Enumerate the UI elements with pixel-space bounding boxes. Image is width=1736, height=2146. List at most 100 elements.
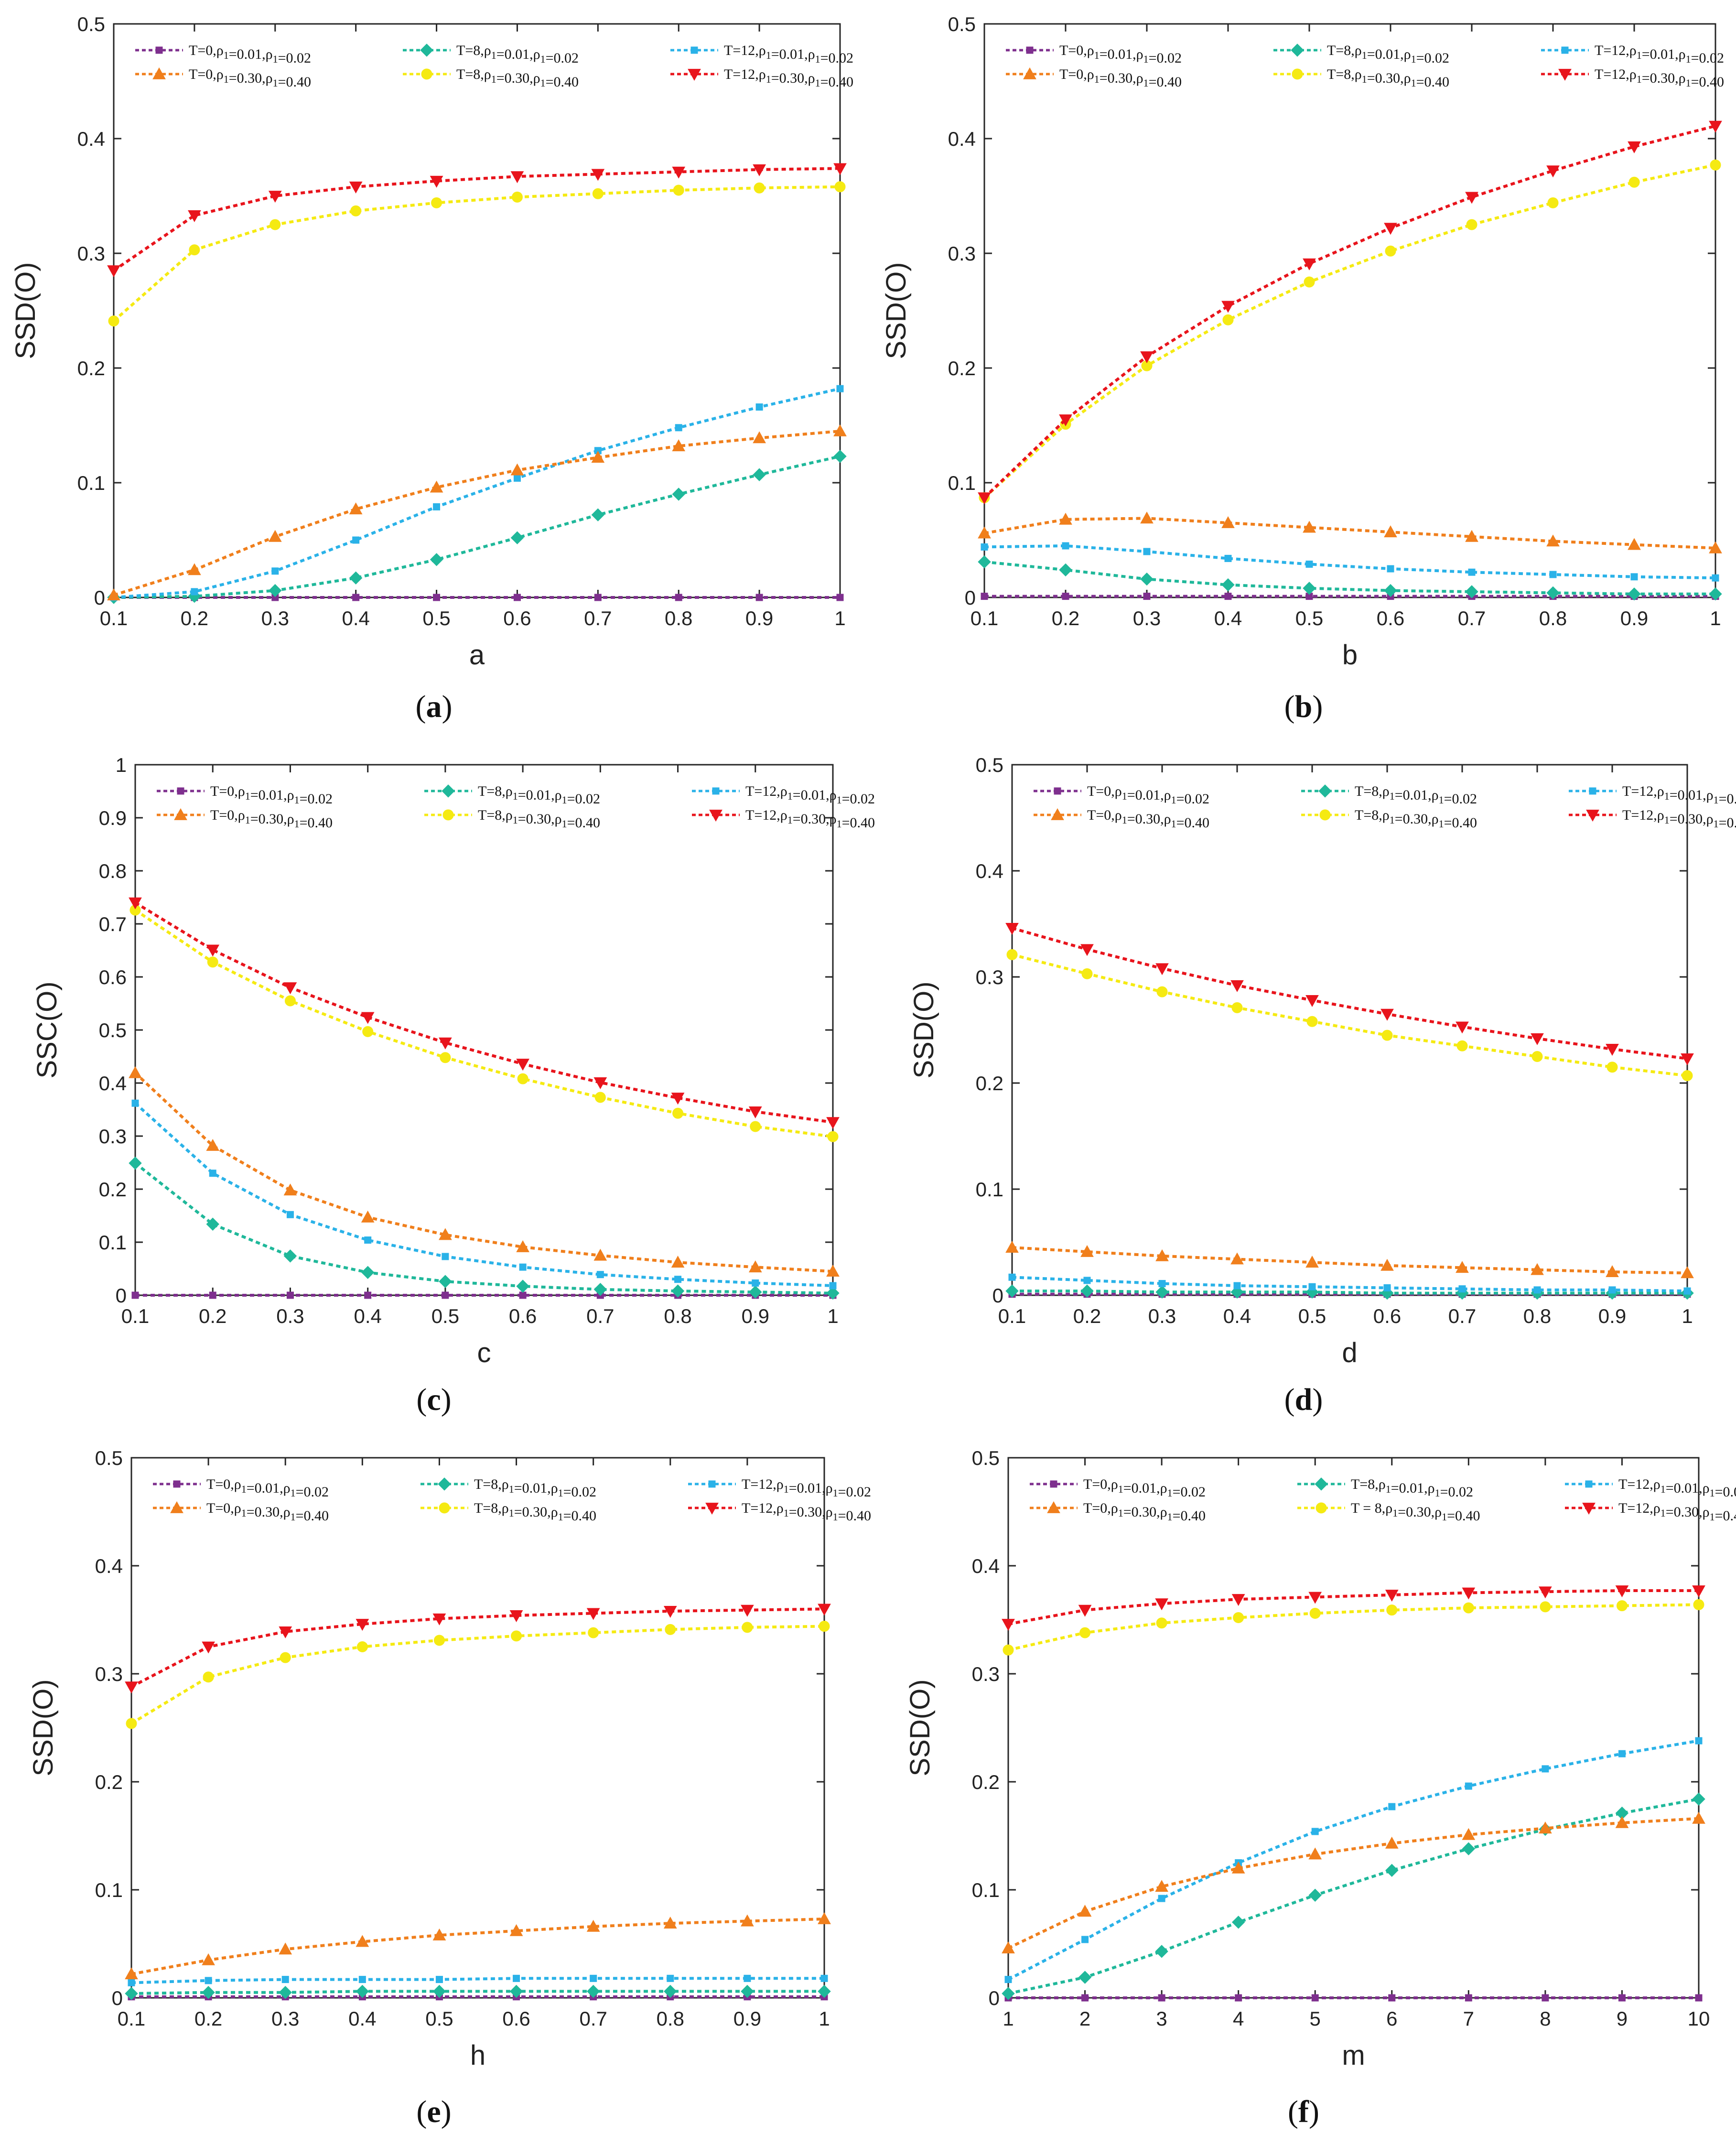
x-tick-label: 0.2: [1052, 607, 1079, 629]
data-point: [202, 1985, 215, 1999]
data-point: [1618, 1994, 1626, 2002]
chart-f: 1 2 3 4 5 6 7 8 9 10 0 0.1 0.2 0.3 0.4 0.5 m SSD(O) T=0,ρ1…: [905, 1447, 1736, 2129]
legend-entry: T=0,ρ1=0.30,ρ1=0.40: [189, 66, 311, 90]
x-tick-label: 4: [1233, 2007, 1244, 2030]
data-point: [1140, 511, 1154, 524]
data-point: [1681, 1053, 1694, 1065]
series-line-s3: [131, 1977, 824, 1984]
data-point: [1693, 1599, 1704, 1610]
data-point: [1233, 1612, 1244, 1623]
data-point: [1308, 1847, 1322, 1860]
data-point: [126, 1718, 137, 1729]
legend-entry: T=12,ρ1=0.30,ρ1=0.40: [1595, 66, 1724, 90]
data-point: [833, 163, 847, 175]
x-tick-label: 0.6: [1377, 607, 1404, 629]
data-point: [516, 1279, 529, 1293]
x-axis-label: h: [470, 2040, 485, 2071]
legend-entry: T=8,ρ1=0.01,ρ1=0.02: [478, 783, 600, 807]
data-point: [829, 1282, 837, 1290]
data-point: [1709, 120, 1722, 133]
x-tick-label: 0.9: [1620, 607, 1648, 629]
data-point: [1462, 1828, 1476, 1840]
data-point: [1155, 1945, 1168, 1958]
x-tick-label: 0.6: [502, 2007, 530, 2030]
y-tick-label: 0.1: [95, 1879, 123, 1901]
legend-marker: [1315, 1502, 1327, 1514]
data-point: [509, 1984, 523, 1998]
x-tick-label: 0.5: [422, 607, 450, 629]
data-point: [433, 594, 441, 601]
data-point: [591, 451, 605, 463]
legend-entry: T=12,ρ1=0.01,ρ1=0.02: [1595, 43, 1724, 66]
y-tick-label: 0.1: [948, 472, 976, 494]
legend-marker: [152, 67, 166, 79]
data-point: [1606, 1044, 1619, 1056]
legend-marker: [705, 1503, 719, 1515]
data-point: [270, 219, 281, 230]
data-point: [131, 1291, 139, 1299]
data-point: [128, 1979, 135, 1986]
data-point: [1615, 1816, 1629, 1828]
legend-marker: [1318, 784, 1332, 798]
data-point: [435, 1976, 443, 1983]
data-point: [432, 1928, 446, 1940]
data-point: [674, 1276, 682, 1283]
legend-marker: [173, 1480, 181, 1488]
data-point: [516, 1240, 529, 1252]
legend-entry: T=8,ρ1=0.30,ρ1=0.40: [1327, 66, 1449, 90]
data-point: [820, 1974, 828, 1982]
legend-entry: T=12,ρ1=0.30,ρ1=0.40: [1622, 807, 1736, 831]
data-point: [202, 1641, 215, 1654]
data-point: [1710, 159, 1721, 171]
data-point: [1695, 1737, 1703, 1745]
data-point: [1384, 584, 1397, 597]
data-point: [593, 1077, 607, 1089]
data-point: [1388, 1994, 1396, 2002]
data-point: [1384, 223, 1397, 235]
data-point: [1549, 571, 1557, 578]
data-point: [286, 1291, 294, 1299]
legend-entry: T=12,ρ1=0.30,ρ1=0.40: [742, 1500, 871, 1524]
data-point: [356, 1619, 369, 1631]
y-tick-label: 0.5: [77, 13, 105, 35]
data-point: [108, 315, 119, 327]
data-point: [202, 1953, 215, 1965]
data-point: [1380, 1008, 1394, 1021]
data-point: [1546, 586, 1560, 600]
y-axis-label: SSD(O): [28, 1680, 59, 1777]
x-tick-label: 1: [1682, 1305, 1693, 1327]
series-line-s5: [1008, 1603, 1699, 1652]
data-point: [1380, 1258, 1394, 1271]
x-tick-label: 0.3: [276, 1305, 304, 1327]
chart-b: 0.1 0.2 0.3 0.4 0.5 0.6 0.7 0.8 0.9 100.10.20.30.…: [881, 13, 1724, 724]
data-point: [754, 182, 765, 194]
x-tick-label: 0.2: [1073, 1305, 1101, 1327]
data-point: [1155, 1285, 1169, 1299]
data-point: [284, 995, 296, 1007]
data-point: [358, 1976, 366, 1983]
data-point: [1712, 574, 1719, 582]
data-point: [439, 1275, 452, 1288]
legend-b: T=0,ρ1=0.01,ρ1=0.02 T=8,ρ1=0.01,ρ1=0.02 T=…: [1006, 43, 1724, 90]
data-point: [753, 164, 766, 176]
data-point: [188, 563, 201, 575]
y-axis-label: SSD(O): [881, 262, 912, 359]
y-tick-label: 0: [94, 586, 105, 609]
x-tick-label: 0.3: [1148, 1305, 1176, 1327]
data-point: [590, 1974, 597, 1982]
data-point: [442, 1253, 449, 1260]
x-tick-label: 10: [1688, 2007, 1710, 2030]
legend-marker: [1586, 810, 1599, 822]
data-point: [1140, 572, 1154, 586]
legend-marker: [177, 787, 184, 795]
data-point: [1081, 1936, 1089, 1943]
x-axis-label: c: [477, 1337, 491, 1368]
x-tick-label: 0.8: [664, 1305, 691, 1327]
legend-entry: T=0,ρ1=0.01,ρ1=0.02: [1059, 43, 1182, 66]
legend-entry: T=0,ρ1=0.30,ρ1=0.40: [1087, 807, 1209, 831]
y-tick-label: 0.4: [77, 128, 105, 150]
data-point: [1305, 1256, 1319, 1268]
data-point: [1630, 573, 1638, 581]
data-point: [131, 1099, 139, 1107]
x-tick-label: 0.5: [1298, 1305, 1326, 1327]
